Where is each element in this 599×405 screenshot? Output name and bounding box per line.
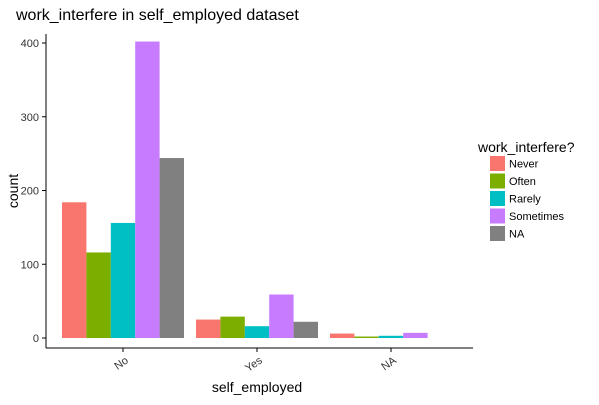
bar-yes-never [196, 319, 221, 338]
legend: work_interfere? Never Often Rarely Sometime… [477, 139, 575, 241]
y-axis-ticks: 0 100 200 300 400 [21, 38, 46, 345]
y-tick-label: 0 [33, 333, 39, 345]
legend-key-rarely [490, 191, 505, 206]
bar-no-never [62, 202, 87, 338]
legend-items: Never Often Rarely Sometimes NA [490, 156, 565, 241]
bar-yes-often [220, 316, 245, 338]
legend-label-often: Often [509, 176, 536, 188]
plot-area [62, 41, 428, 338]
y-tick-label: 400 [21, 38, 39, 50]
bar-na-sometimes [403, 332, 428, 338]
x-tick-label-yes: Yes [243, 354, 265, 374]
x-tick-label-na: NA [379, 354, 399, 373]
bar-no-sometimes [135, 41, 160, 338]
legend-label-na: NA [509, 229, 525, 241]
legend-key-often [490, 173, 505, 189]
legend-key-sometimes [490, 208, 505, 224]
bar-na-rarely [378, 335, 404, 338]
y-axis-label: count [5, 174, 21, 208]
legend-key-never [490, 156, 505, 171]
bar-yes-rarely [244, 326, 270, 338]
x-axis-label: self_employed [212, 379, 302, 395]
x-axis-ticks: No Yes NA [112, 348, 399, 375]
y-tick-label: 300 [21, 112, 39, 124]
bar-yes-na [293, 321, 318, 338]
legend-label-never: Never [509, 159, 539, 171]
bar-yes-sometimes [269, 294, 294, 338]
legend-key-na [490, 226, 505, 241]
legend-title: work_interfere? [477, 139, 575, 155]
bar-na-often [354, 336, 379, 338]
bar-no-na [159, 158, 184, 338]
bar-no-often [86, 252, 111, 338]
y-tick-label: 100 [21, 259, 39, 271]
y-tick-label: 200 [21, 186, 39, 198]
x-tick-label-no: No [112, 355, 130, 373]
legend-label-rarely: Rarely [509, 194, 541, 206]
chart-title: work_interfere in self_employed dataset [15, 7, 299, 24]
bar-na-never [330, 333, 355, 338]
bar-no-rarely [110, 222, 136, 338]
legend-label-sometimes: Sometimes [509, 211, 565, 223]
